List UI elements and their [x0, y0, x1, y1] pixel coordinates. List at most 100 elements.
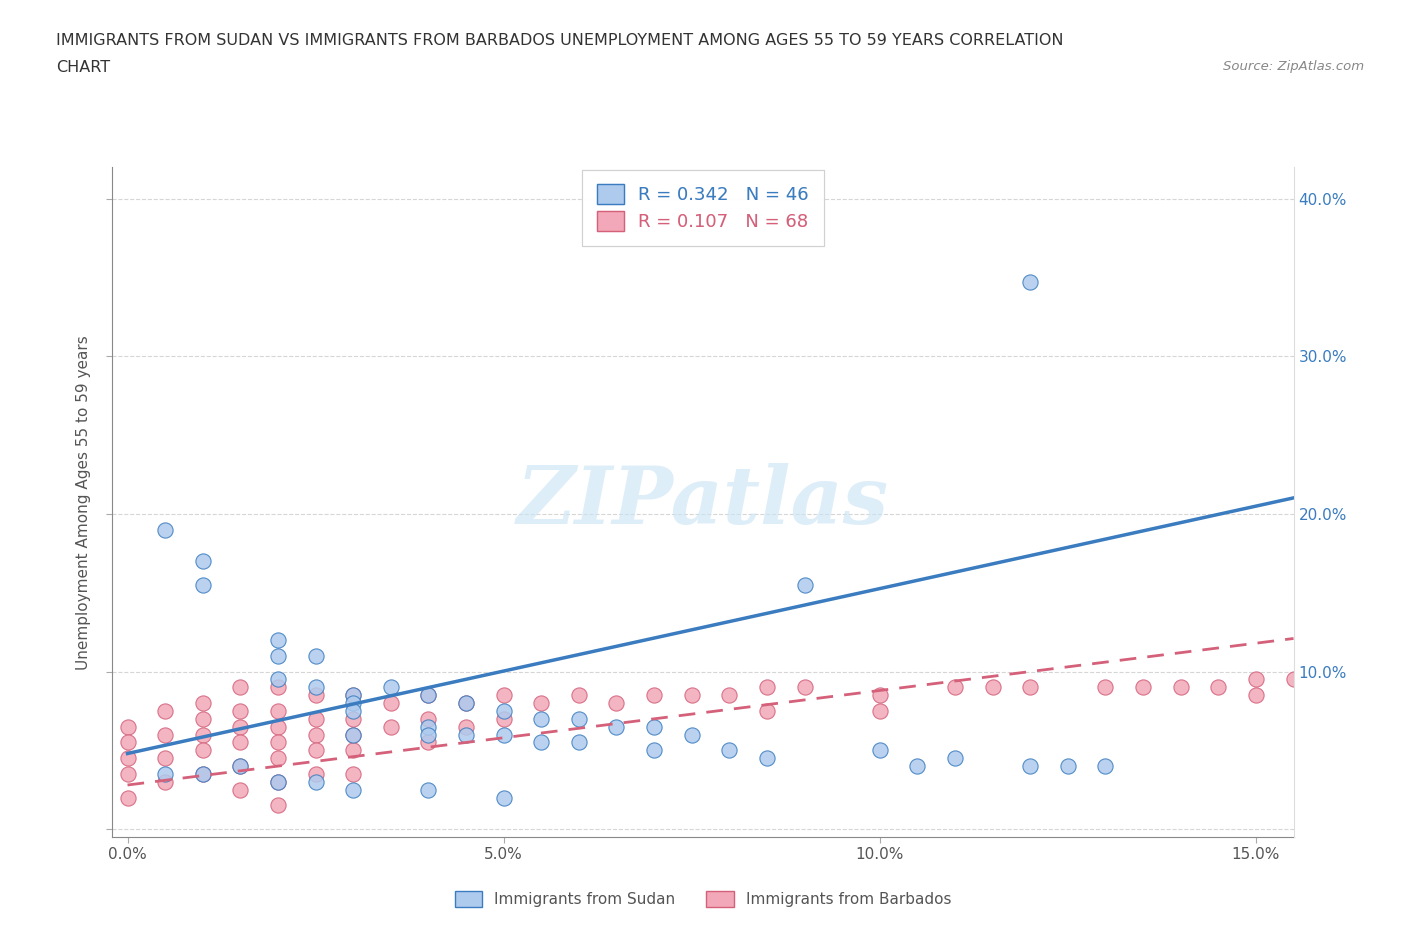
Point: [1244, 672, 1267, 687]
Point: [191, 554, 214, 569]
Point: [267, 632, 290, 647]
Point: [793, 578, 815, 592]
Legend: R = 0.342   N = 46, R = 0.107   N = 68: R = 0.342 N = 46, R = 0.107 N = 68: [582, 170, 824, 246]
Point: [1244, 688, 1267, 703]
Point: [492, 727, 515, 742]
Point: [153, 727, 176, 742]
Text: Source: ZipAtlas.com: Source: ZipAtlas.com: [1223, 60, 1364, 73]
Point: [117, 719, 139, 734]
Point: [342, 766, 364, 781]
Point: [1094, 680, 1116, 695]
Point: [605, 696, 627, 711]
Point: [304, 766, 326, 781]
Point: [229, 719, 252, 734]
Point: [229, 759, 252, 774]
Point: [418, 727, 440, 742]
Point: [191, 711, 214, 726]
Point: [492, 790, 515, 805]
Point: [153, 703, 176, 718]
Point: [191, 766, 214, 781]
Point: [153, 523, 176, 538]
Point: [643, 743, 665, 758]
Point: [191, 743, 214, 758]
Point: [869, 688, 891, 703]
Point: [1282, 672, 1305, 687]
Point: [380, 680, 402, 695]
Point: [342, 727, 364, 742]
Point: [304, 743, 326, 758]
Point: [1320, 688, 1343, 703]
Point: [492, 711, 515, 726]
Point: [304, 727, 326, 742]
Point: [1019, 759, 1042, 774]
Point: [454, 696, 477, 711]
Point: [530, 711, 553, 726]
Point: [943, 751, 966, 765]
Point: [943, 680, 966, 695]
Point: [454, 696, 477, 711]
Point: [755, 680, 778, 695]
Point: [530, 735, 553, 750]
Y-axis label: Unemployment Among Ages 55 to 59 years: Unemployment Among Ages 55 to 59 years: [76, 335, 91, 670]
Point: [153, 775, 176, 790]
Point: [755, 751, 778, 765]
Point: [869, 703, 891, 718]
Text: CHART: CHART: [56, 60, 110, 75]
Point: [418, 782, 440, 797]
Point: [380, 696, 402, 711]
Point: [267, 719, 290, 734]
Point: [153, 751, 176, 765]
Point: [342, 782, 364, 797]
Point: [229, 680, 252, 695]
Point: [267, 680, 290, 695]
Point: [229, 703, 252, 718]
Point: [267, 775, 290, 790]
Point: [1170, 680, 1192, 695]
Point: [229, 759, 252, 774]
Point: [304, 688, 326, 703]
Point: [342, 727, 364, 742]
Text: IMMIGRANTS FROM SUDAN VS IMMIGRANTS FROM BARBADOS UNEMPLOYMENT AMONG AGES 55 TO : IMMIGRANTS FROM SUDAN VS IMMIGRANTS FROM…: [56, 33, 1064, 47]
Point: [568, 711, 591, 726]
Point: [454, 727, 477, 742]
Point: [191, 696, 214, 711]
Point: [1019, 275, 1042, 290]
Point: [342, 688, 364, 703]
Point: [681, 727, 703, 742]
Point: [267, 648, 290, 663]
Point: [304, 648, 326, 663]
Point: [267, 703, 290, 718]
Point: [454, 719, 477, 734]
Point: [191, 727, 214, 742]
Point: [117, 766, 139, 781]
Point: [229, 735, 252, 750]
Point: [153, 766, 176, 781]
Point: [1094, 759, 1116, 774]
Point: [342, 688, 364, 703]
Point: [492, 688, 515, 703]
Point: [117, 751, 139, 765]
Point: [492, 703, 515, 718]
Point: [869, 743, 891, 758]
Point: [117, 790, 139, 805]
Point: [304, 680, 326, 695]
Point: [342, 743, 364, 758]
Point: [418, 735, 440, 750]
Point: [267, 672, 290, 687]
Point: [117, 735, 139, 750]
Point: [568, 735, 591, 750]
Point: [267, 751, 290, 765]
Legend: Immigrants from Sudan, Immigrants from Barbados: Immigrants from Sudan, Immigrants from B…: [449, 884, 957, 913]
Point: [267, 735, 290, 750]
Point: [342, 703, 364, 718]
Point: [981, 680, 1004, 695]
Point: [718, 688, 741, 703]
Point: [1206, 680, 1229, 695]
Point: [793, 680, 815, 695]
Point: [267, 798, 290, 813]
Point: [380, 719, 402, 734]
Point: [418, 688, 440, 703]
Point: [905, 759, 928, 774]
Point: [342, 696, 364, 711]
Point: [418, 711, 440, 726]
